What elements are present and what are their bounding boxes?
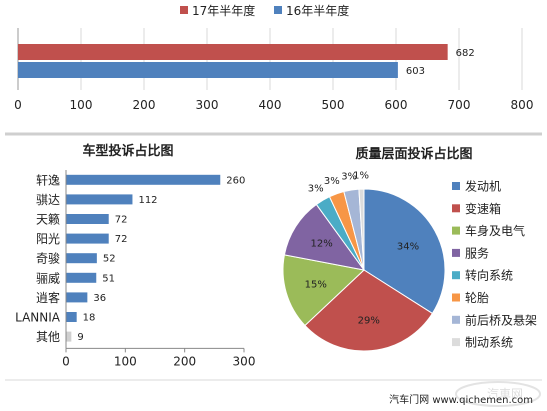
top-legend-swatch [274, 6, 282, 14]
pie-slice-label: 3% [308, 184, 324, 195]
pie-slice-label: 15% [305, 280, 327, 291]
source-credit: 汽车门网 www.qichemen.com [389, 393, 533, 406]
pie-legend-swatch [452, 248, 460, 257]
pie-legend-swatch [452, 315, 460, 324]
model-category-label: 逍客 [36, 290, 60, 305]
model-bar-value: 72 [115, 234, 128, 245]
top-x-tick-label: 700 [448, 98, 471, 112]
model-bar-value: 112 [138, 195, 157, 206]
top-x-tick-label: 100 [70, 98, 93, 112]
pie-slice-label: 34% [397, 241, 419, 252]
model-category-label: 骊威 [36, 271, 60, 285]
pie-slice [304, 269, 434, 352]
top-x-tick-label: 0 [14, 98, 22, 112]
top-x-tick-label: 400 [259, 98, 282, 112]
top-x-tick-label: 600 [385, 98, 408, 112]
top-x-tick-label: 500 [322, 98, 345, 112]
model-bar [66, 214, 109, 224]
top-x-tick-label: 200 [133, 98, 156, 112]
model-x-tick-label: 200 [173, 354, 196, 368]
watermark: 汽車网 [487, 386, 523, 401]
pie-slice [358, 188, 365, 271]
watermark-ring [455, 381, 541, 407]
pie-slice [283, 203, 366, 271]
model-x-tick-label: 0 [62, 354, 70, 368]
model-bar-value: 51 [102, 273, 115, 284]
model-bar [66, 174, 221, 185]
pie-slice-label: 12% [310, 239, 332, 250]
top-x-tick-label: 800 [511, 98, 534, 112]
pie-legend-swatch [452, 182, 460, 190]
model-bar-value: 260 [226, 175, 245, 186]
pie-legend-label: 转向系统 [465, 268, 513, 283]
model-category-label: 骐达 [36, 193, 60, 207]
model-category-label: 轩逸 [36, 173, 60, 187]
model-chart-title: 车型投诉占比图 [82, 143, 173, 159]
model-category-label: LANNIA [15, 311, 61, 325]
pie-slice-label: 3% [324, 176, 340, 187]
pie-slice-label: 1% [353, 171, 369, 182]
pie-legend-swatch [452, 338, 460, 347]
model-bar [66, 331, 72, 342]
model-bar-value: 72 [115, 215, 128, 226]
pie-legend-label: 前后桥及悬架 [465, 312, 537, 327]
pie-legend-swatch [452, 271, 460, 280]
model-bar [66, 233, 109, 244]
top-legend-swatch [180, 6, 188, 14]
pie-legend-label: 制动系统 [465, 336, 513, 350]
top-bar [18, 44, 448, 60]
top-x-tick-label: 300 [196, 98, 219, 112]
model-bar [66, 194, 133, 205]
model-category-label: 阳光 [36, 232, 60, 246]
model-bar [66, 272, 97, 283]
top-bar-value: 603 [406, 66, 425, 77]
pie-legend-swatch [452, 293, 460, 302]
model-category-label: 奇骏 [36, 252, 60, 266]
model-x-tick-label: 300 [233, 354, 256, 368]
top-bar-value: 682 [456, 48, 475, 59]
top-legend-label: 16年半年度 [286, 3, 349, 18]
pie-legend-label: 车身及电气 [465, 223, 525, 238]
pie-legend-label: 变速箱 [465, 201, 501, 216]
top-bar [18, 62, 398, 78]
quality-chart-title: 质量层面投诉占比图 [355, 146, 472, 162]
pie-legend-label: 服务 [465, 245, 489, 260]
pie-legend-swatch [452, 226, 460, 235]
model-bar-value: 9 [77, 332, 83, 343]
model-bar [66, 292, 88, 303]
model-bar [66, 253, 97, 264]
pie-slice [282, 254, 366, 327]
model-bar-value: 36 [93, 293, 106, 304]
model-bar-value: 18 [83, 313, 96, 324]
model-x-tick-label: 100 [114, 354, 137, 368]
model-category-label: 其他 [36, 330, 60, 344]
model-bar-value: 52 [103, 254, 116, 265]
top-legend-label: 17年半年度 [192, 3, 255, 18]
pie-slice-label: 29% [358, 315, 380, 326]
pie-slice-label: 3% [341, 172, 357, 183]
model-category-label: 天籁 [36, 212, 60, 227]
pie-legend-swatch [452, 204, 460, 213]
model-bar [66, 312, 77, 322]
pie-legend-label: 轮胎 [465, 291, 489, 305]
pie-legend-label: 发动机 [465, 179, 501, 194]
